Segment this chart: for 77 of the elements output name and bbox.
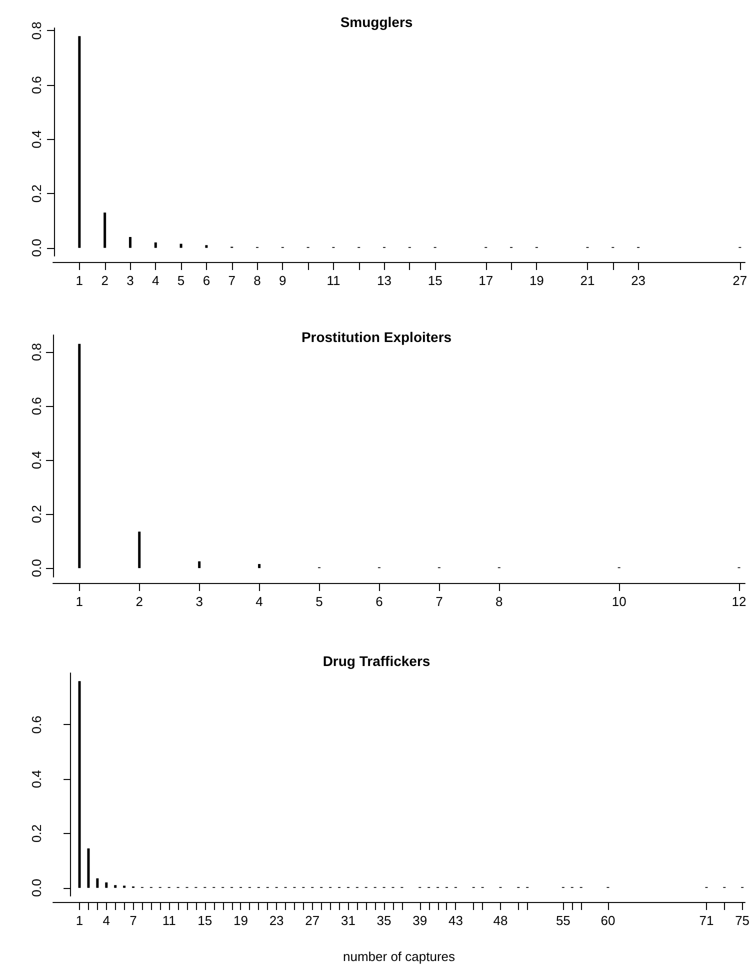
x-tick-label: 5 [177, 273, 185, 288]
x-tick-label: 1 [76, 594, 83, 609]
x-tick-label: 55 [556, 913, 570, 928]
bar [114, 885, 117, 888]
x-tick-label: 6 [202, 273, 210, 288]
y-tick-label: 0.2 [29, 505, 44, 524]
x-tick-label: 11 [162, 913, 176, 928]
y-tick-label: 0.8 [29, 342, 44, 362]
y-tick-label: 0.4 [29, 451, 44, 470]
bar [78, 344, 81, 568]
x-tick-label: 23 [269, 913, 284, 928]
bar [258, 564, 261, 568]
x-tick-label: 60 [600, 913, 616, 928]
x-tick-label: 5 [316, 594, 323, 609]
bar [180, 244, 182, 248]
x-tick-label: 10 [612, 594, 626, 609]
y-tick-label: 0.2 [29, 824, 44, 842]
x-tick-label: 13 [377, 273, 392, 288]
x-tick-label: 1 [76, 913, 84, 928]
y-tick-label: 0.4 [29, 130, 44, 148]
y-tick-label: 0.4 [29, 770, 44, 788]
x-tick-label: 27 [305, 913, 320, 928]
y-tick-label: 0.2 [29, 184, 44, 203]
x-tick-label: 43 [448, 913, 463, 928]
y-tick-label: 0.8 [29, 22, 44, 40]
y-tick-label: 0.6 [29, 76, 44, 94]
y-tick-label: 0.0 [29, 878, 44, 897]
x-tick-label: 4 [102, 913, 110, 928]
x-tick-label: 1 [76, 273, 84, 288]
x-tick-label: 19 [529, 273, 544, 288]
bar [205, 245, 208, 248]
x-tick-label: 27 [732, 273, 748, 288]
x-tick-label: 2 [136, 594, 143, 609]
x-tick-label: 8 [496, 594, 503, 609]
x-tick-label: 6 [376, 594, 383, 609]
x-tick-label: 11 [326, 273, 340, 288]
x-axis-title: number of captures [342, 949, 456, 964]
bar [138, 532, 141, 568]
y-tick-label: 0.0 [29, 238, 44, 257]
y-tick-label: 0.6 [29, 396, 44, 416]
chart-title: Prostitution Exploiters [301, 329, 452, 345]
chart-title: Drug Traffickers [322, 653, 430, 669]
x-tick-label: 12 [732, 594, 746, 609]
bar [128, 237, 132, 248]
x-tick-label: 23 [631, 273, 646, 288]
x-tick-label: 31 [340, 913, 356, 928]
x-tick-label: 7 [436, 594, 443, 609]
x-tick-label: 3 [196, 594, 203, 609]
bar [198, 561, 201, 568]
y-tick-label: 0.0 [29, 559, 44, 578]
bar [78, 681, 81, 888]
x-tick-label: 21 [580, 273, 595, 288]
x-tick-label: 39 [412, 913, 428, 928]
x-tick-label: 15 [198, 913, 212, 928]
x-tick-label: 15 [428, 273, 442, 288]
x-tick-label: 4 [152, 273, 160, 288]
x-tick-label: 35 [376, 913, 392, 928]
x-tick-label: 19 [234, 913, 248, 928]
x-tick-label: 7 [130, 913, 137, 928]
x-tick-label: 8 [254, 273, 261, 288]
x-tick-label: 75 [735, 913, 750, 928]
chart-title: Smugglers [340, 14, 413, 30]
x-tick-label: 9 [279, 273, 286, 288]
bar [104, 212, 106, 248]
bar [87, 848, 90, 888]
bar [78, 36, 81, 248]
x-tick-label: 3 [126, 273, 134, 288]
x-tick-label: 7 [228, 273, 236, 288]
y-tick-label: 0.6 [29, 716, 44, 734]
x-tick-label: 71 [699, 913, 714, 928]
x-tick-label: 48 [493, 913, 508, 928]
x-tick-label: 2 [101, 273, 108, 288]
x-tick-label: 17 [478, 273, 494, 288]
x-tick-label: 4 [256, 594, 263, 609]
bar [96, 878, 99, 888]
bar [154, 242, 157, 248]
bar [105, 882, 108, 888]
